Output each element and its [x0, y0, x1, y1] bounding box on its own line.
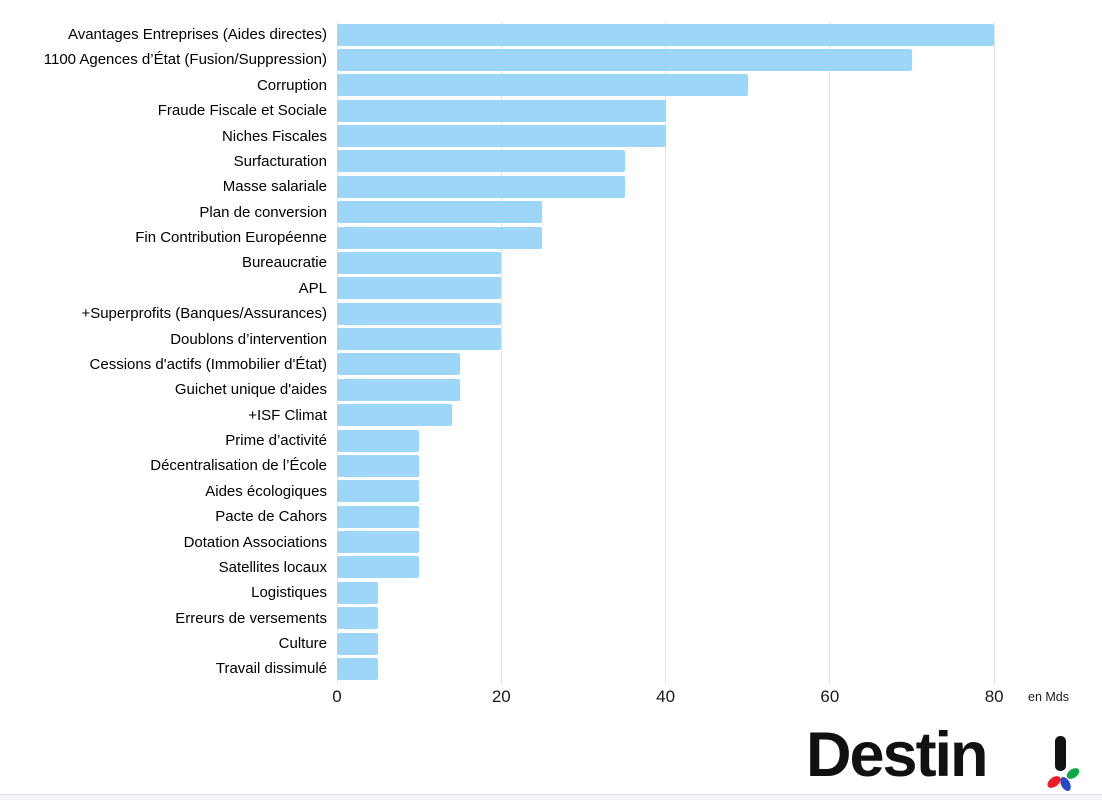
chart-row: Prime d’activité	[0, 428, 1102, 453]
bar	[337, 404, 452, 427]
chart-row: Corruption	[0, 73, 1102, 98]
chart-row: Erreurs de versements	[0, 606, 1102, 631]
chart-row: 1100 Agences d’État (Fusion/Suppression)	[0, 47, 1102, 72]
bar	[337, 378, 461, 401]
axis-unit-label: en Mds	[1028, 690, 1069, 704]
category-label: Fraude Fiscale et Sociale	[157, 102, 327, 120]
chart-row: Fraude Fiscale et Sociale	[0, 98, 1102, 123]
bar	[337, 531, 420, 554]
logo-wordmark: Destin	[806, 720, 989, 790]
bar	[337, 607, 379, 630]
x-tick-label: 20	[491, 687, 511, 706]
bar	[337, 175, 625, 198]
chart-row: Travail dissimulé	[0, 656, 1102, 681]
category-label: Cessions d'actifs (Immobilier d'État)	[89, 355, 327, 373]
bar	[337, 480, 420, 503]
bar	[337, 556, 420, 579]
bar	[337, 429, 420, 452]
category-label: Aides écologiques	[205, 482, 327, 500]
gridline	[336, 22, 338, 684]
chart-row: Logistiques	[0, 580, 1102, 605]
chart-row: Culture	[0, 631, 1102, 656]
bar	[337, 328, 502, 351]
chart-row: Doublons d’intervention	[0, 327, 1102, 352]
bar	[337, 581, 379, 604]
category-label: Surfacturation	[233, 152, 327, 170]
gridline	[829, 22, 831, 684]
chart-row: Satellites locaux	[0, 555, 1102, 580]
destin-logo: Destin	[806, 720, 1080, 792]
category-label: APL	[298, 279, 327, 297]
chart-row: Cessions d'actifs (Immobilier d'État)	[0, 352, 1102, 377]
x-tick-label: 80	[984, 687, 1004, 706]
x-tick-label: 0	[332, 687, 342, 706]
bar	[337, 201, 543, 224]
bar-rows: Avantages Entreprises (Aides directes) 11…	[0, 22, 1102, 682]
bar	[337, 454, 420, 477]
chart-row: +Superprofits (Banques/Assurances)	[0, 301, 1102, 326]
gridline	[665, 22, 667, 684]
category-label: Erreurs de versements	[175, 609, 327, 627]
gridline	[993, 22, 995, 684]
category-label: Plan de conversion	[199, 203, 327, 221]
bar	[337, 23, 995, 46]
bar	[337, 505, 420, 528]
category-label: Logistiques	[251, 584, 327, 602]
chart-row: Aides écologiques	[0, 479, 1102, 504]
bar	[337, 74, 748, 97]
bar	[337, 150, 625, 173]
bar	[337, 657, 379, 680]
category-label: +Superprofits (Banques/Assurances)	[81, 305, 327, 323]
category-label: Prime d’activité	[225, 432, 327, 449]
bar	[337, 251, 502, 274]
chart-row: Décentralisation de l’École	[0, 453, 1102, 478]
category-label: Doublons d’intervention	[170, 330, 327, 348]
bar	[337, 125, 666, 148]
category-label: Satellites locaux	[218, 558, 327, 576]
gridline	[500, 22, 502, 684]
bar	[337, 99, 666, 122]
bar	[337, 277, 502, 300]
chart-row: Avantages Entreprises (Aides directes)	[0, 22, 1102, 47]
chart-row: Surfacturation	[0, 149, 1102, 174]
bar	[337, 632, 379, 655]
chart-row: Plan de conversion	[0, 200, 1102, 225]
chart-row: Pacte de Cahors	[0, 504, 1102, 529]
chart-row: APL	[0, 276, 1102, 301]
category-label: Travail dissimulé	[215, 660, 327, 678]
bar	[337, 226, 543, 249]
logo-exclamation-icon	[1047, 736, 1080, 791]
bar	[337, 48, 913, 71]
x-tick-label: 40	[656, 687, 676, 706]
category-label: Niches Fiscales	[221, 127, 327, 145]
category-label: Avantages Entreprises (Aides directes)	[67, 26, 327, 43]
category-label: Bureaucratie	[241, 254, 327, 272]
category-label: +ISF Climat	[248, 406, 327, 424]
category-label: Guichet unique d'aides	[174, 381, 327, 399]
category-label: Fin Contribution Européenne	[135, 229, 327, 246]
bar	[337, 353, 461, 376]
chart-row: Dotation Associations	[0, 530, 1102, 555]
chart-row: Bureaucratie	[0, 250, 1102, 275]
category-label: 1100 Agences d’État (Fusion/Suppression)	[43, 51, 327, 69]
category-label: Dotation Associations	[183, 533, 327, 551]
chart-row: Masse salariale	[0, 174, 1102, 199]
bar	[337, 302, 502, 325]
category-label: Masse salariale	[222, 178, 327, 196]
chart-row: +ISF Climat	[0, 403, 1102, 428]
category-label: Corruption	[256, 76, 327, 94]
chart-row: Guichet unique d'aides	[0, 377, 1102, 402]
category-label: Pacte de Cahors	[215, 508, 327, 526]
chart-row: Fin Contribution Européenne	[0, 225, 1102, 250]
category-label: Décentralisation de l’École	[150, 457, 327, 475]
category-label: Culture	[278, 635, 327, 652]
page-bottom-divider	[0, 794, 1102, 800]
chart-row: Niches Fiscales	[0, 124, 1102, 149]
x-tick-label: 60	[820, 687, 840, 706]
